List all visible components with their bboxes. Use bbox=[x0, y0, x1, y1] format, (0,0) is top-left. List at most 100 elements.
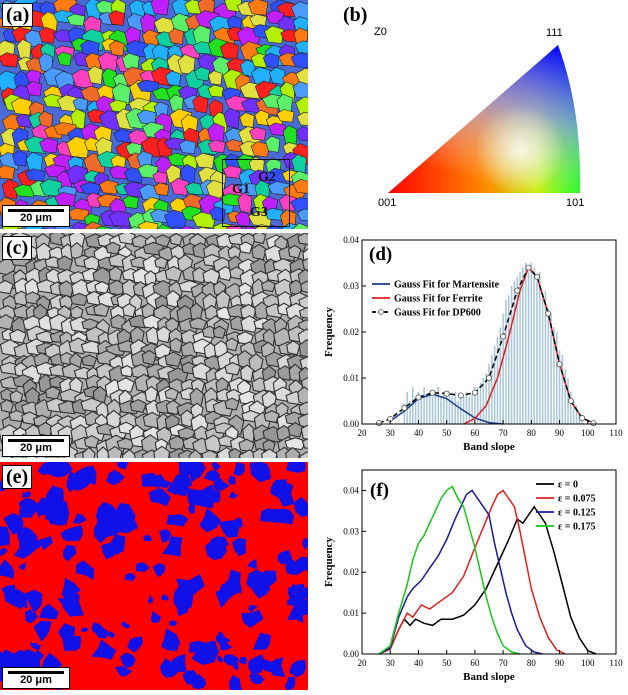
histogram-bar bbox=[428, 391, 431, 424]
grain bbox=[150, 0, 170, 16]
martensite-region bbox=[106, 469, 125, 486]
martensite-region bbox=[211, 462, 221, 472]
histogram-bar bbox=[533, 267, 535, 424]
series-marker bbox=[471, 389, 478, 396]
grain bbox=[25, 69, 41, 84]
grain bbox=[169, 233, 183, 246]
x-tick-label: 30 bbox=[386, 428, 396, 438]
grain bbox=[168, 435, 186, 451]
grain bbox=[249, 13, 268, 27]
martensite-region bbox=[287, 603, 304, 623]
y-tick-label: 0.02 bbox=[343, 567, 359, 577]
ipf-legend-panel: (b) Z0 001 101 111 bbox=[312, 0, 628, 229]
corner-101: 101 bbox=[566, 197, 585, 209]
y-tick-label: 0.04 bbox=[343, 235, 359, 245]
series-marker bbox=[375, 420, 382, 427]
grain bbox=[287, 422, 304, 438]
grain bbox=[136, 79, 160, 93]
grain bbox=[262, 439, 276, 453]
histogram-bar bbox=[553, 327, 555, 424]
histogram-bar bbox=[558, 350, 561, 424]
x-tick-label: 110 bbox=[609, 658, 623, 668]
chart-f: 20 30 40 50 60 70 80 90 100 110 0.00 0.01 0.02 0.03 0.… bbox=[323, 469, 623, 683]
histogram-bar bbox=[575, 405, 578, 424]
martensite-region bbox=[258, 570, 277, 590]
histogram-bar bbox=[491, 355, 493, 424]
grain bbox=[240, 303, 257, 321]
grain bbox=[261, 448, 278, 458]
grain bbox=[295, 96, 308, 116]
grain bbox=[189, 302, 204, 322]
grain bbox=[234, 211, 251, 227]
grain bbox=[108, 40, 125, 57]
martensite-region bbox=[218, 520, 240, 538]
martensite-region bbox=[166, 473, 193, 496]
martensite-region bbox=[80, 465, 97, 481]
x-tick-label: 90 bbox=[555, 658, 565, 668]
series-line bbox=[378, 505, 597, 655]
scale-bar-c: 20 μm bbox=[2, 435, 70, 457]
grain bbox=[94, 281, 110, 294]
grain bbox=[177, 54, 196, 76]
grain-box bbox=[222, 159, 290, 227]
panel-label: (d) bbox=[369, 244, 392, 265]
martensite-region bbox=[293, 497, 308, 518]
martensite-region bbox=[29, 642, 41, 651]
grain bbox=[93, 302, 110, 318]
x-axis-label: Band slope bbox=[463, 671, 515, 683]
grain bbox=[122, 195, 139, 209]
histogram-bar bbox=[412, 387, 414, 424]
martensite-region bbox=[39, 535, 53, 551]
histogram-bar bbox=[409, 401, 411, 424]
grain bbox=[276, 109, 295, 123]
y-tick-label: 0.01 bbox=[343, 373, 359, 383]
grain bbox=[165, 70, 182, 87]
histogram-bar bbox=[541, 295, 544, 424]
grain bbox=[290, 197, 308, 213]
x-tick-label: 40 bbox=[414, 658, 424, 668]
martensite-region bbox=[39, 603, 59, 620]
martensite-region bbox=[285, 557, 307, 575]
histogram-bar bbox=[485, 373, 487, 424]
series-marker bbox=[567, 397, 574, 404]
martensite-region bbox=[192, 673, 207, 690]
phase-map: (e) 20 μm bbox=[0, 462, 308, 690]
martensite-region bbox=[90, 475, 97, 485]
series-marker bbox=[545, 310, 552, 317]
grain bbox=[292, 179, 308, 194]
grain bbox=[191, 211, 216, 229]
grain bbox=[222, 165, 242, 179]
grain bbox=[87, 65, 104, 85]
x-axis-label: Band slope bbox=[463, 441, 515, 453]
grain bbox=[9, 390, 24, 404]
series-marker bbox=[415, 394, 422, 401]
grain bbox=[204, 434, 223, 453]
grain bbox=[152, 171, 168, 185]
martensite-region bbox=[217, 655, 224, 663]
grain bbox=[164, 387, 179, 401]
y-tick-label: 0.00 bbox=[343, 649, 359, 659]
grain bbox=[144, 270, 158, 287]
martensite-region bbox=[61, 577, 81, 602]
grain bbox=[144, 385, 159, 404]
grain bbox=[298, 338, 308, 358]
chart-d-panel: 20 30 40 50 60 70 80 90 100 110 0.00 0.01 0.02 0.03 0.… bbox=[312, 230, 628, 462]
scale-bar-line bbox=[8, 671, 64, 674]
grain bbox=[97, 51, 118, 72]
martensite-region bbox=[101, 542, 116, 560]
grain bbox=[164, 209, 187, 229]
martensite-region bbox=[127, 636, 143, 653]
histogram-bar bbox=[496, 336, 499, 424]
grain bbox=[139, 13, 156, 35]
histogram-bar bbox=[426, 396, 428, 424]
series-marker bbox=[443, 390, 450, 397]
x-tick-label: 70 bbox=[499, 428, 509, 438]
grain bbox=[237, 192, 253, 214]
martensite-region bbox=[76, 560, 94, 580]
grain bbox=[42, 227, 49, 229]
grain bbox=[250, 66, 272, 86]
grain bbox=[249, 126, 267, 141]
histogram-bar bbox=[519, 272, 521, 424]
grain bbox=[300, 280, 308, 293]
grain bbox=[292, 81, 308, 99]
